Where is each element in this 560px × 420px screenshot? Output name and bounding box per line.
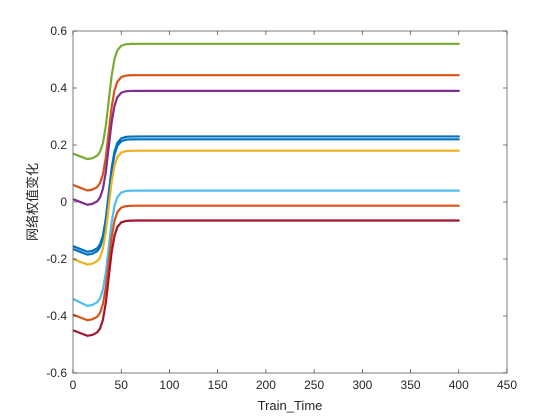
series-line-4 bbox=[72, 135, 460, 253]
x-tick-label: 150 bbox=[208, 378, 228, 392]
y-tick-label: 0 bbox=[60, 195, 67, 209]
x-tick-label: 300 bbox=[352, 378, 372, 392]
series-line-2 bbox=[72, 74, 460, 192]
series-line-1 bbox=[72, 42, 460, 161]
y-tick-label: -0.4 bbox=[46, 309, 67, 323]
series-line-9 bbox=[72, 219, 460, 337]
series-line-5 bbox=[72, 138, 460, 256]
x-tick-label: 0 bbox=[70, 378, 77, 392]
axes-layer: 0 50 100 150 200 250 300 350 400 450 -0.6 -0.4 -0.2 0… bbox=[46, 24, 517, 392]
series-layer bbox=[72, 42, 460, 337]
y-tick-label: 0.2 bbox=[50, 138, 67, 152]
x-axis-label: Train_Time bbox=[258, 398, 323, 413]
series-line-3 bbox=[72, 89, 460, 206]
x-tick-label: 350 bbox=[401, 378, 421, 392]
plot-area bbox=[73, 31, 507, 373]
x-tick-label: 250 bbox=[304, 378, 324, 392]
y-tick-label: 0.6 bbox=[50, 24, 67, 38]
x-tick-label: 400 bbox=[449, 378, 469, 392]
axes-box bbox=[72, 30, 508, 374]
series-line-8 bbox=[72, 204, 460, 322]
y-tick-label: -0.2 bbox=[46, 252, 67, 266]
x-tick-label: 450 bbox=[497, 378, 517, 392]
x-tick-label: 200 bbox=[256, 378, 276, 392]
series-line-7 bbox=[72, 189, 460, 308]
y-axis-label: 网络权值变化 bbox=[25, 163, 40, 241]
x-tick-label: 50 bbox=[115, 378, 129, 392]
y-tick-label: 0.4 bbox=[50, 81, 67, 95]
series-line-6 bbox=[72, 149, 460, 266]
y-tick-label: -0.6 bbox=[46, 366, 67, 380]
x-tick-label: 100 bbox=[159, 378, 179, 392]
